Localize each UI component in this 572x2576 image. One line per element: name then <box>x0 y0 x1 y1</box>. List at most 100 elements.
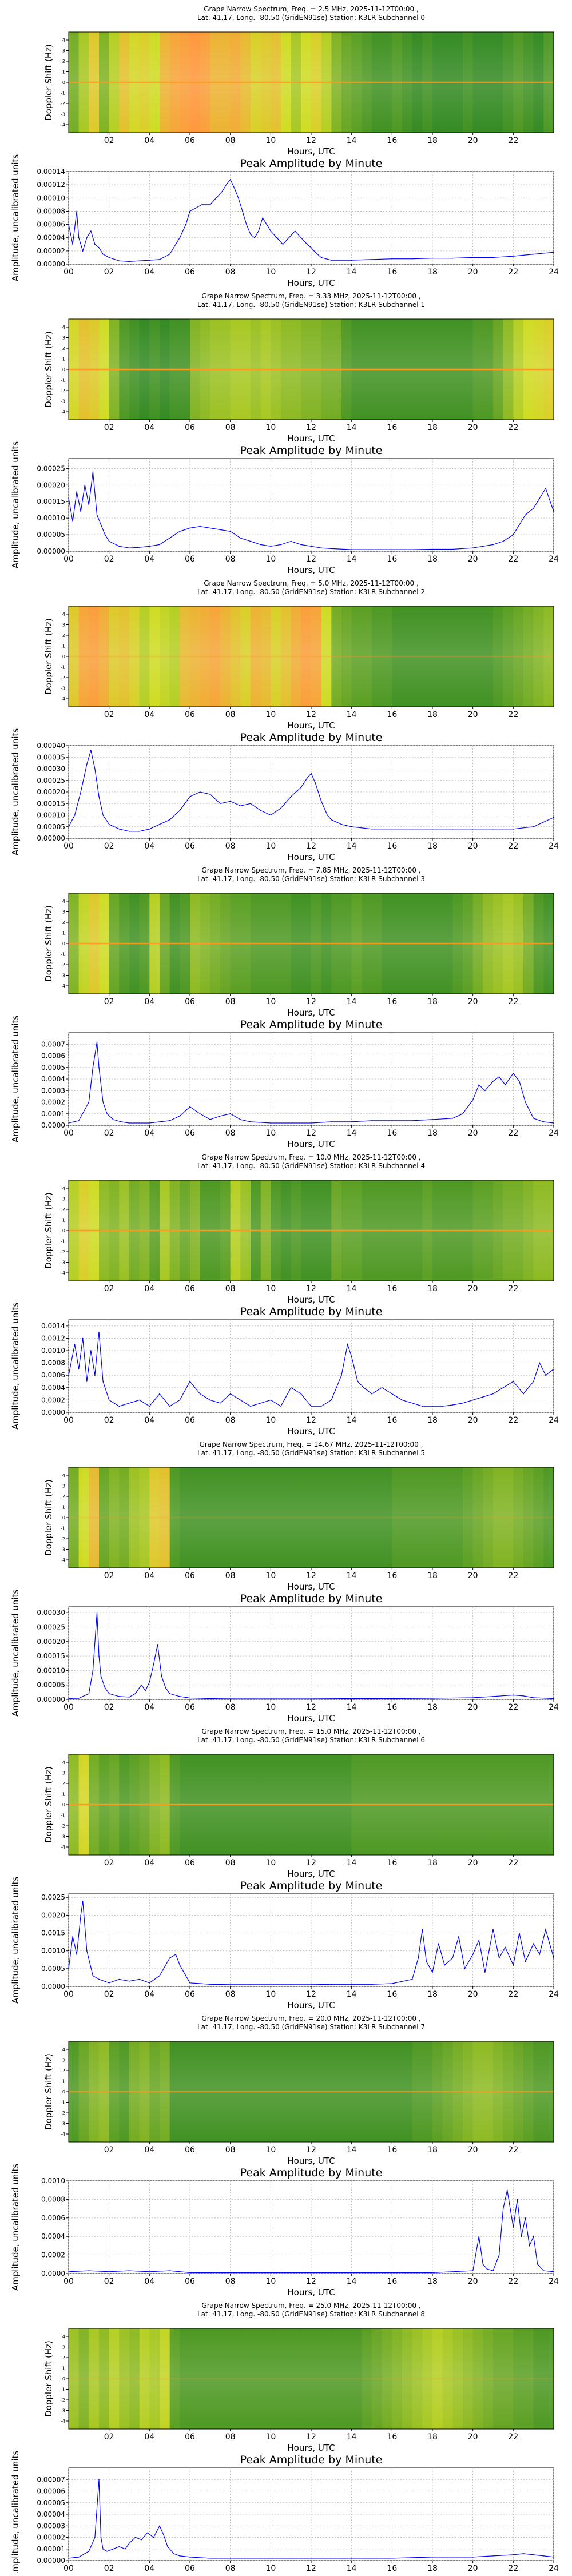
chart-title: Peak Amplitude by Minute <box>240 731 383 744</box>
panel-5: Grape Narrow Spectrum, Freq. = 14.67 MHz… <box>10 1440 559 1723</box>
amplitude-point <box>238 197 239 199</box>
amplitude-chart-7: Peak Amplitude by Minute 0.0000 0.0002 0.00… <box>10 2164 559 2298</box>
x-tick-label: 22 <box>508 1703 518 1712</box>
amplitude-point <box>523 2553 524 2554</box>
amplitude-series-line <box>68 2479 554 2559</box>
amplitude-point <box>100 524 102 525</box>
x-tick-label: 04 <box>144 1416 154 1425</box>
amplitude-point <box>149 1982 150 1984</box>
amplitude-point <box>391 258 393 260</box>
spectrogram-xtick-label: 20 <box>468 997 478 1006</box>
amplitude-point <box>452 257 454 259</box>
x-tick-label: 24 <box>549 2564 559 2573</box>
amplitude-point <box>327 814 328 816</box>
amplitude-point <box>108 1982 110 1984</box>
panel-7: Grape Narrow Spectrum, Freq. = 20.0 MHz,… <box>10 2014 559 2298</box>
amplitude-point <box>513 256 514 257</box>
spectrogram-xtick-label: 04 <box>144 997 154 1006</box>
x-tick-label: 22 <box>508 2277 518 2286</box>
amplitude-point <box>250 1121 251 1122</box>
amplitude-point <box>163 2534 164 2536</box>
spectrogram-xtick-label: 04 <box>144 1284 154 1293</box>
amplitude-point <box>492 257 494 258</box>
amplitude-point <box>280 1406 281 1407</box>
spectrogram-ylabel: Doppler Shift (Hz) <box>43 331 54 408</box>
x-tick-label: 14 <box>347 2277 357 2286</box>
spectrogram-ytick-label: 4 <box>62 2047 65 2052</box>
x-tick-label: 04 <box>144 1129 154 1138</box>
spectrogram-ytick-label: 0 <box>62 1515 65 1520</box>
amplitude-point <box>159 823 160 825</box>
amplitude-point <box>108 2271 110 2272</box>
spectrogram-subtitle: Lat. 41.17, Long. -80.50 (GridEN91se) St… <box>197 14 425 22</box>
amplitude-point <box>432 829 433 830</box>
spectrogram-title: Grape Narrow Spectrum, Freq. = 10.0 MHz,… <box>201 1153 420 1161</box>
amplitude-point <box>169 1406 170 1407</box>
amplitude-point <box>86 237 88 238</box>
amplitude-point <box>209 1984 211 1985</box>
amplitude-point <box>98 796 100 797</box>
amplitude-point <box>478 2236 480 2237</box>
amplitude-point <box>80 791 81 793</box>
spectrogram-ytick-label: 3 <box>62 49 65 54</box>
x-tick-label: 00 <box>63 1990 74 1999</box>
amplitude-point <box>537 2264 538 2265</box>
spectrogram-ytick-label: 1 <box>62 931 65 936</box>
amplitude-point <box>90 230 92 232</box>
spectrogram-xtick-label: 04 <box>144 136 154 145</box>
amplitude-point <box>492 1696 494 1697</box>
y-tick-label: 0.00005 <box>37 531 65 539</box>
x-tick-label: 08 <box>225 555 236 564</box>
amplitude-point <box>533 1381 534 1382</box>
x-axis-label: Hours, UTC <box>287 565 335 575</box>
amplitude-series-line <box>68 1613 554 1699</box>
amplitude-point <box>80 511 81 512</box>
spectrogram-xtick-label: 22 <box>508 2432 518 2442</box>
x-tick-label: 04 <box>144 2277 154 2286</box>
amplitude-point <box>351 260 352 261</box>
amplitude-point <box>209 1698 211 1699</box>
amplitude-point <box>266 224 268 225</box>
amplitude-point <box>250 1406 251 1407</box>
spectrogram-subtitle: Lat. 41.17, Long. -80.50 (GridEN91se) St… <box>197 301 425 309</box>
x-tick-label: 22 <box>508 842 518 851</box>
y-tick-label: 0.00004 <box>37 234 65 242</box>
amplitude-point <box>149 546 150 547</box>
amplitude-point <box>229 1698 231 1699</box>
amplitude-chart-5: Peak Amplitude by Minute 0.00000 0.00005 0.… <box>10 1590 559 1723</box>
chart-title: Peak Amplitude by Minute <box>240 1305 383 1318</box>
y-tick-label: 0.00015 <box>37 497 65 505</box>
amplitude-point <box>189 1982 190 1984</box>
spectrogram-xtick-label: 14 <box>347 2432 357 2442</box>
x-tick-label: 04 <box>144 842 154 851</box>
spectrogram-xlabel: Hours, UTC <box>287 1008 335 1018</box>
amplitude-point <box>98 1978 100 1980</box>
y-tick-label: 0.00025 <box>37 1623 65 1631</box>
y-tick-label: 0.00015 <box>37 799 65 807</box>
amplitude-point <box>502 2208 504 2209</box>
amplitude-point <box>68 2558 69 2559</box>
spectrogram-ytick-label: 1 <box>62 1505 65 1510</box>
amplitude-point <box>92 1975 94 1977</box>
amplitude-point <box>185 224 186 225</box>
y-tick-label: 0.00015 <box>37 1652 65 1660</box>
amplitude-point <box>391 1698 393 1699</box>
amplitude-point <box>220 1116 221 1117</box>
amplitude-point <box>539 1954 541 1955</box>
spectrogram-xtick-label: 12 <box>306 710 316 719</box>
amplitude-point <box>102 1381 104 1382</box>
amplitude-point <box>276 237 277 238</box>
amplitude-point <box>452 1404 454 1406</box>
x-tick-label: 10 <box>265 1703 276 1712</box>
x-tick-label: 04 <box>144 1990 154 1999</box>
x-tick-label: 20 <box>468 1416 478 1425</box>
amplitude-point <box>98 2479 100 2481</box>
x-tick-label: 08 <box>225 1416 236 1425</box>
x-tick-label: 02 <box>104 1990 114 1999</box>
x-tick-label: 02 <box>104 1416 114 1425</box>
spectrogram-xtick-label: 02 <box>104 710 114 719</box>
